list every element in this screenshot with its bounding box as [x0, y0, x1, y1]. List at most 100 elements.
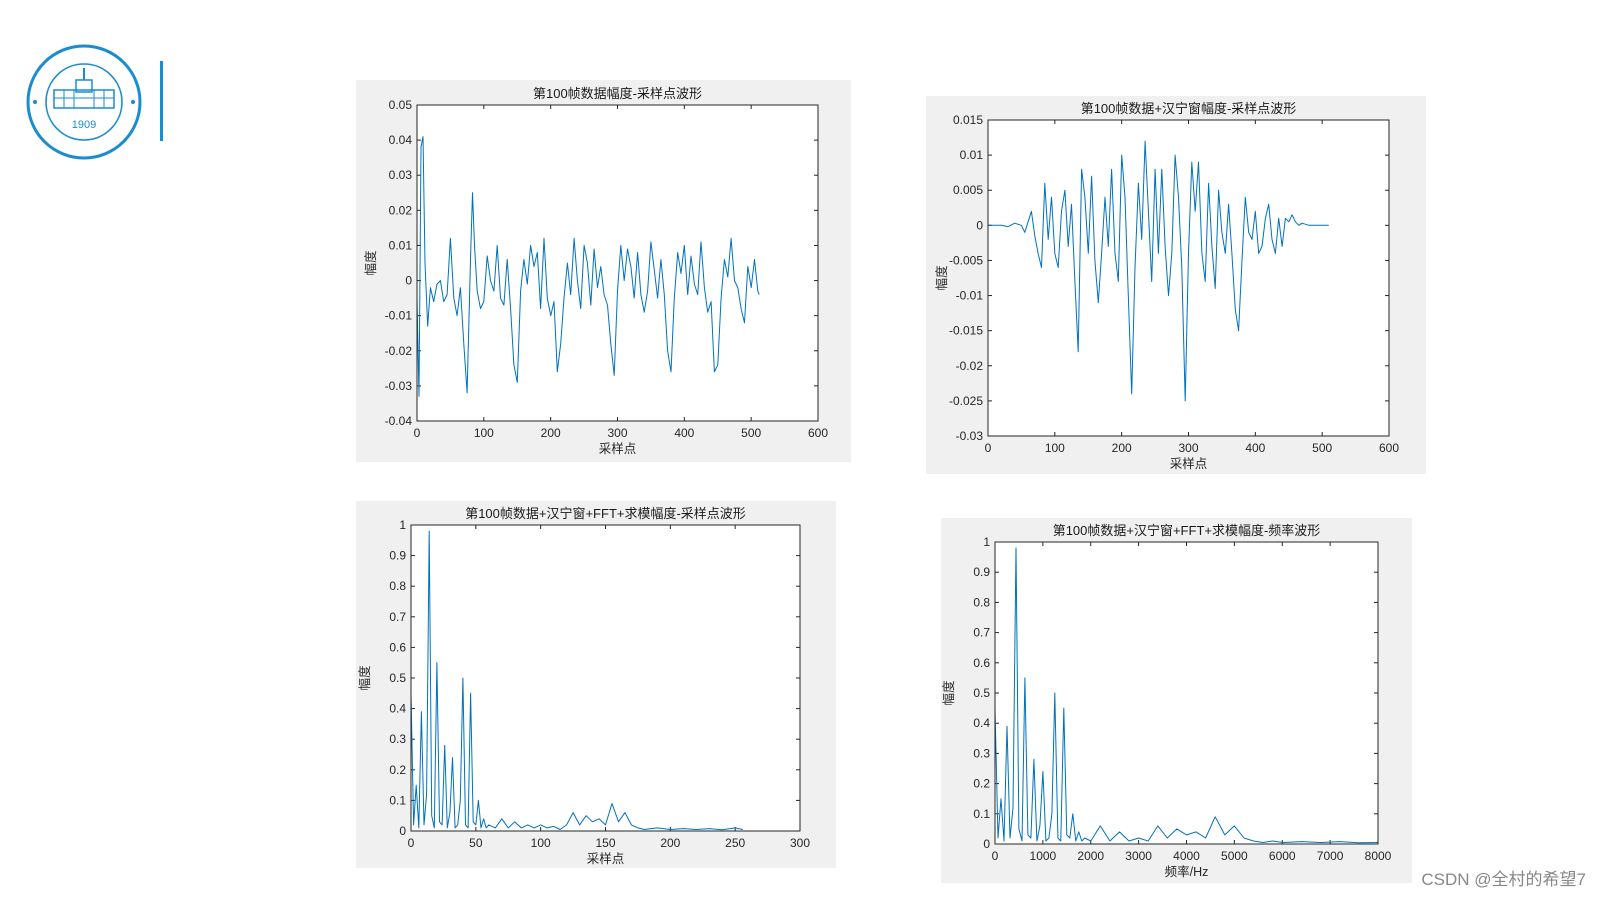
y-axis-label: 幅度 — [357, 665, 372, 691]
x-axis-label: 频率/Hz — [1165, 864, 1209, 879]
y-tick-label: -0.015 — [949, 324, 983, 338]
x-tick-label: 2000 — [1077, 849, 1104, 863]
x-tick-label: 100 — [1045, 441, 1065, 455]
axes-box — [987, 119, 1390, 437]
chart-panel-1: 0 100 200 300 400 500 600 -0.04 -0.03 -0.02 -0.01 0… — [356, 80, 851, 462]
axes-box — [416, 104, 819, 422]
plot-area — [411, 525, 800, 831]
x-tick-label: 7000 — [1317, 849, 1344, 863]
y-tick-label: -0.04 — [385, 414, 413, 428]
chart-svg-1: 0 100 200 300 400 500 600 -0.04 -0.03 -0.02 -0.01 0… — [363, 86, 828, 456]
y-tick-label: 0 — [405, 274, 412, 288]
y-tick-label: 0.03 — [389, 168, 413, 182]
x-axis-label: 采样点 — [587, 851, 625, 866]
y-tick-label: 0.05 — [389, 98, 413, 112]
logo-divider — [160, 61, 163, 141]
y-tick-label: 0.04 — [389, 133, 413, 147]
x-tick-label: 300 — [790, 836, 810, 850]
x-tick-label: 0 — [408, 836, 415, 850]
y-tick-label: -0.03 — [956, 429, 984, 443]
y-axis-label: 幅度 — [363, 250, 378, 276]
y-tick-label: 0.7 — [389, 610, 406, 624]
x-tick-label: 400 — [1245, 441, 1265, 455]
chart-title: 第100帧数据+汉宁窗+FFT+求模幅度-频率波形 — [1053, 523, 1321, 538]
x-tick-label: 0 — [414, 426, 421, 440]
series-line — [994, 547, 1379, 844]
watermark-text: CSDN @全村的希望7 — [1421, 870, 1586, 889]
y-tick-label: 0.2 — [973, 777, 990, 791]
x-tick-label: 200 — [660, 836, 680, 850]
y-axis-label: 幅度 — [934, 265, 949, 291]
y-tick-label: 0.6 — [973, 656, 990, 670]
x-tick-label: 0 — [992, 849, 999, 863]
y-tick-label: 0.4 — [389, 702, 406, 716]
y-tick-label: 1 — [983, 535, 990, 549]
y-tick-label: 0.4 — [973, 716, 990, 730]
y-tick-label: -0.03 — [385, 379, 413, 393]
y-tick-label: 0.9 — [389, 549, 406, 563]
chart-panel-4: 0 1000 2000 3000 4000 5000 6000 7000 8000 0 0.1 0.2… — [941, 518, 1412, 883]
y-tick-label: 0.5 — [389, 671, 406, 685]
series-line — [410, 530, 744, 831]
y-tick-label: 0 — [976, 218, 983, 232]
y-tick-label: 0.1 — [973, 807, 990, 821]
x-tick-label: 500 — [741, 426, 761, 440]
logo-seal-icon: 1909 — [26, 44, 142, 160]
y-tick-label: -0.01 — [956, 289, 984, 303]
plot-area — [988, 120, 1389, 436]
y-axis-label: 幅度 — [941, 680, 956, 706]
y-tick-label: 0.1 — [389, 793, 406, 807]
x-tick-label: 1000 — [1030, 849, 1057, 863]
y-tick-label: -0.025 — [949, 394, 983, 408]
y-tick-label: 0.3 — [389, 732, 406, 746]
y-tick-label: -0.02 — [385, 344, 413, 358]
x-tick-label: 300 — [607, 426, 627, 440]
x-tick-label: 150 — [595, 836, 615, 850]
x-tick-label: 600 — [1379, 441, 1399, 455]
chart-panel-3: 0 50 100 150 200 250 300 0 0.1 0.2 0.3 0.4 0.5 0.6 0.7… — [356, 501, 836, 868]
y-tick-label: 0.005 — [953, 183, 983, 197]
x-tick-label: 200 — [1112, 441, 1132, 455]
y-tick-label: 0.02 — [389, 203, 413, 217]
x-tick-label: 100 — [474, 426, 494, 440]
x-tick-label: 400 — [674, 426, 694, 440]
logo-year: 1909 — [72, 119, 96, 131]
y-tick-label: 0.6 — [389, 640, 406, 654]
y-tick-label: 0.015 — [953, 113, 983, 127]
series-line — [988, 140, 1329, 402]
x-tick-label: 300 — [1178, 441, 1198, 455]
x-tick-label: 500 — [1312, 441, 1332, 455]
x-tick-label: 100 — [531, 836, 551, 850]
x-tick-label: 8000 — [1365, 849, 1392, 863]
x-tick-label: 6000 — [1269, 849, 1296, 863]
university-logo: 1909 — [24, 42, 144, 162]
y-tick-label: 0.2 — [389, 763, 406, 777]
x-axis-label: 采样点 — [1170, 456, 1208, 471]
plot-area — [995, 542, 1378, 844]
series-line — [416, 136, 760, 397]
chart-svg-4: 0 1000 2000 3000 4000 5000 6000 7000 8000 0 0.1 0.2… — [941, 523, 1392, 879]
y-tick-label: -0.02 — [956, 359, 984, 373]
x-tick-label: 600 — [808, 426, 828, 440]
y-tick-label: 0.5 — [973, 686, 990, 700]
y-tick-label: 0.8 — [389, 579, 406, 593]
y-tick-label: -0.01 — [385, 309, 413, 323]
chart-title: 第100帧数据幅度-采样点波形 — [533, 86, 702, 101]
chart-panel-2: 0 100 200 300 400 500 600 -0.03 -0.025 -0.02 -0.01… — [926, 96, 1426, 474]
y-tick-label: 0.01 — [389, 238, 413, 252]
x-tick-label: 3000 — [1125, 849, 1152, 863]
y-tick-label: 0.8 — [973, 595, 990, 609]
x-tick-label: 50 — [469, 836, 483, 850]
y-tick-label: 0 — [983, 837, 990, 851]
x-tick-label: 250 — [725, 836, 745, 850]
y-tick-label: -0.005 — [949, 253, 983, 267]
chart-title: 第100帧数据+汉宁窗幅度-采样点波形 — [1081, 101, 1297, 116]
x-tick-label: 0 — [985, 441, 992, 455]
y-tick-label: 0.01 — [960, 148, 984, 162]
chart-svg-3: 0 50 100 150 200 250 300 0 0.1 0.2 0.3 0.4 0.5 0.6 0.7… — [357, 506, 810, 866]
y-tick-label: 0.3 — [973, 746, 990, 760]
axes-box — [994, 541, 1379, 845]
axes-box — [410, 524, 801, 832]
chart-svg-2: 0 100 200 300 400 500 600 -0.03 -0.025 -0.02 -0.01… — [934, 101, 1399, 471]
y-tick-label: 1 — [399, 518, 406, 532]
